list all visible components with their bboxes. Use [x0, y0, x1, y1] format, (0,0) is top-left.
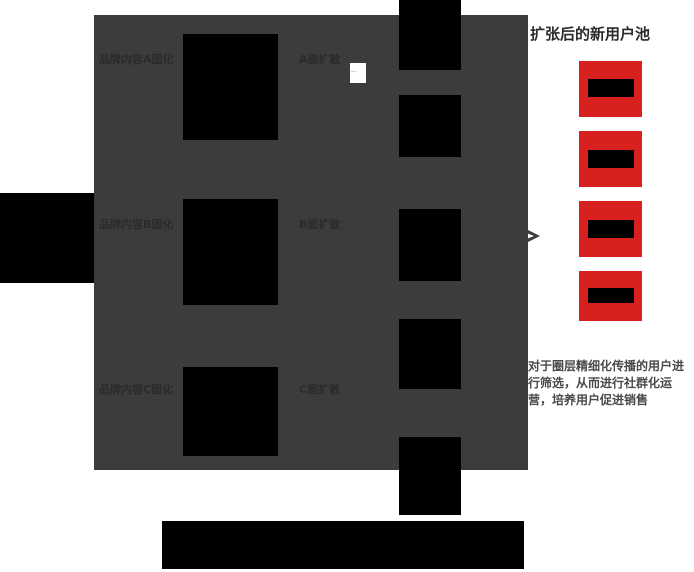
pool-card-2-redaction [588, 150, 634, 168]
content-block-b [183, 199, 278, 305]
pool-card-1 [579, 61, 642, 117]
callout-text: ··· [351, 69, 357, 76]
pool-card-3 [579, 201, 642, 257]
new-user-pool-section: 扩张后的新用户池 对于圈层精细化传播的用户进行筛选，从而进行社群化运营，培养用户… [528, 25, 694, 435]
row-c-spread-label: C面扩散 [299, 383, 341, 396]
node-block-4 [399, 319, 461, 389]
pool-card-1-redaction [588, 79, 634, 97]
new-user-pool-title: 扩张后的新用户池 [530, 25, 651, 43]
node-block-5 [399, 437, 461, 515]
row-c-content-label: 品牌内容C固化 [99, 383, 174, 396]
row-b-content-label: 品牌内容B固化 [99, 218, 174, 231]
row-a-spread-label: A面扩散 [299, 53, 341, 66]
pool-card-4 [579, 271, 642, 321]
content-block-c [183, 367, 278, 456]
node-block-2 [399, 95, 461, 157]
new-user-pool-description: 对于圈层精细化传播的用户进行筛选，从而进行社群化运营，培养用户促进销售 [528, 359, 685, 407]
bottom-caption-redaction [162, 521, 524, 569]
pool-card-3-redaction [588, 220, 634, 238]
node-block-1 [399, 0, 461, 70]
pool-card-2 [579, 131, 642, 187]
arrow-right-icon [524, 225, 544, 247]
callout-box: ··· [350, 63, 366, 83]
node-block-3 [399, 209, 461, 281]
row-a-content-label: 品牌内容A固化 [99, 53, 174, 66]
diagram-panel: 品牌内容A固化 A面扩散 品牌内容B固化 B面扩散 品牌内容C固化 C面扩散 ·… [94, 0, 528, 515]
content-block-a [183, 34, 278, 140]
left-redacted-block [0, 193, 94, 283]
pool-card-4-redaction [588, 288, 634, 303]
row-b-spread-label: B面扩散 [299, 218, 341, 231]
